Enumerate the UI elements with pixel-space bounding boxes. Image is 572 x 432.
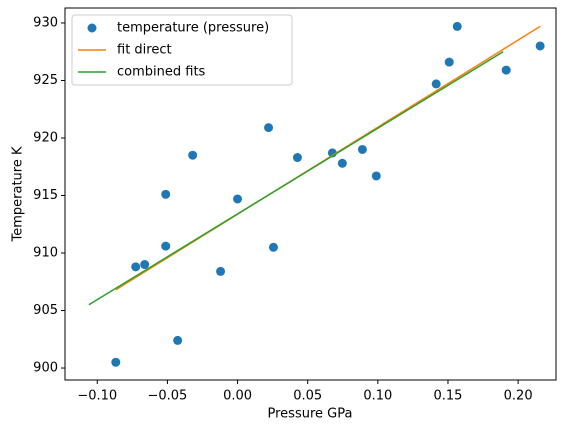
- y-tick-label: 925: [33, 73, 58, 88]
- x-tick-label: 0.20: [504, 389, 533, 404]
- point: [140, 260, 150, 270]
- legend-label: combined fits: [117, 65, 206, 80]
- point: [431, 79, 441, 89]
- point: [268, 242, 278, 252]
- point: [264, 123, 274, 133]
- point: [501, 65, 511, 75]
- x-tick-label: −0.05: [147, 389, 187, 404]
- legend-label: temperature (pressure): [117, 21, 269, 36]
- y-tick-label: 900: [33, 361, 58, 376]
- point: [337, 158, 347, 168]
- y-axis-label: Temperature K: [11, 146, 26, 242]
- y-tick-label: 930: [33, 15, 58, 30]
- x-tick-label: 0.00: [223, 389, 252, 404]
- y-tick-label: 915: [33, 188, 58, 203]
- x-tick-label: 0.15: [434, 389, 463, 404]
- point: [161, 241, 171, 251]
- x-tick-label: 0.10: [363, 389, 392, 404]
- point: [357, 144, 367, 154]
- point: [452, 21, 462, 31]
- x-tick-label: −0.10: [77, 389, 117, 404]
- y-tick-label: 905: [33, 303, 58, 318]
- legend-marker: [87, 23, 97, 33]
- point: [535, 41, 545, 51]
- point: [371, 171, 381, 181]
- x-tick-label: 0.05: [293, 389, 322, 404]
- y-tick-label: 920: [33, 130, 58, 145]
- point: [173, 335, 183, 345]
- point: [292, 153, 302, 163]
- point: [161, 189, 171, 199]
- plot-frame: [64, 7, 557, 381]
- point: [233, 194, 243, 204]
- point: [216, 266, 226, 276]
- point: [444, 57, 454, 67]
- legend-box: [71, 14, 293, 86]
- legend-label: fit direct: [117, 43, 172, 58]
- fit-line: [88, 51, 504, 306]
- point: [188, 150, 198, 160]
- x-axis-label: Pressure GPa: [268, 407, 353, 422]
- y-tick-label: 910: [33, 246, 58, 261]
- point: [111, 357, 121, 367]
- point: [131, 262, 141, 272]
